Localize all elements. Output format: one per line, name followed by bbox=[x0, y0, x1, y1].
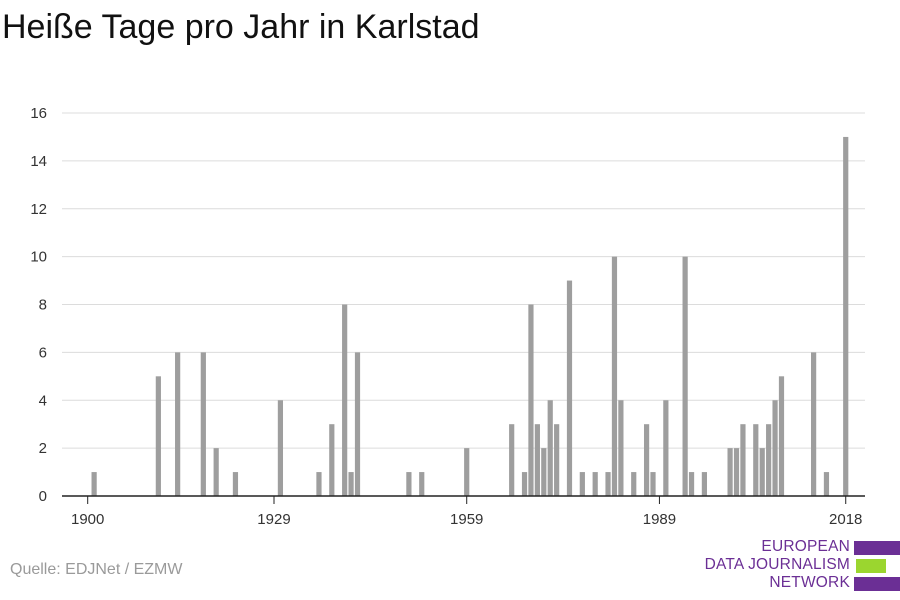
bar bbox=[554, 424, 560, 496]
bar bbox=[348, 472, 354, 496]
x-tick-label: 2018 bbox=[829, 511, 862, 528]
gridlines bbox=[62, 112, 865, 449]
logo-line-1: EUROPEAN bbox=[761, 538, 850, 555]
edjnet-logo: EUROPEAN DATA JOURNALISM NETWORK bbox=[690, 538, 900, 596]
bar bbox=[631, 472, 637, 496]
y-tick-label: 10 bbox=[30, 249, 47, 266]
bar bbox=[200, 352, 206, 496]
bar bbox=[406, 472, 412, 496]
bar bbox=[155, 376, 161, 496]
x-tick-label: 1900 bbox=[71, 511, 104, 528]
bar bbox=[521, 472, 528, 496]
bar bbox=[232, 472, 239, 496]
bar bbox=[663, 400, 669, 496]
bar bbox=[618, 400, 624, 496]
bar bbox=[592, 472, 598, 496]
bar bbox=[682, 256, 688, 496]
bar bbox=[778, 376, 785, 496]
bar bbox=[316, 472, 322, 496]
x-tick-label: 1929 bbox=[257, 511, 290, 528]
bar bbox=[277, 400, 284, 496]
y-tick-label: 8 bbox=[39, 297, 47, 314]
bar bbox=[547, 400, 553, 496]
bar bbox=[566, 280, 573, 496]
bar bbox=[772, 400, 778, 496]
bar bbox=[534, 424, 540, 496]
bar bbox=[733, 448, 740, 496]
bar bbox=[688, 472, 695, 496]
y-tick-label: 12 bbox=[30, 201, 47, 218]
bar bbox=[823, 472, 830, 496]
tick-labels: 0 2 4 6 8 10 12 14 16 1900 1929 1959 1989 2018 bbox=[30, 105, 862, 528]
bar bbox=[811, 352, 817, 496]
bar bbox=[643, 424, 650, 496]
bar bbox=[759, 448, 765, 496]
y-tick-label: 6 bbox=[39, 344, 47, 361]
logo-green-bar bbox=[856, 559, 886, 573]
y-tick-label: 0 bbox=[39, 488, 47, 505]
bar bbox=[528, 304, 534, 496]
y-tick-label: 2 bbox=[39, 440, 47, 457]
bar bbox=[701, 472, 707, 496]
x-tick-label: 1959 bbox=[450, 511, 483, 528]
bar bbox=[342, 304, 348, 496]
y-tick-label: 14 bbox=[30, 153, 47, 170]
bar bbox=[611, 256, 618, 496]
bar bbox=[541, 448, 547, 496]
bar bbox=[329, 424, 335, 496]
bar bbox=[740, 424, 746, 496]
bar bbox=[91, 472, 97, 496]
chart-title: Heiße Tage pro Jahr in Karlstad bbox=[2, 8, 480, 46]
source-note: Quelle: EDJNet / EZMW bbox=[10, 561, 183, 578]
bar bbox=[753, 424, 759, 496]
bar bbox=[213, 448, 219, 496]
bar bbox=[419, 472, 425, 496]
bar bbox=[843, 136, 849, 496]
logo-purple-bar-bottom bbox=[854, 577, 900, 591]
logo-purple-bar-top bbox=[854, 541, 900, 555]
bar bbox=[175, 352, 181, 496]
logo-line-2: DATA JOURNALISM bbox=[704, 556, 850, 573]
y-tick-label: 4 bbox=[39, 392, 47, 409]
axes bbox=[62, 495, 865, 504]
bar bbox=[650, 472, 656, 496]
bar bbox=[509, 424, 515, 496]
bars bbox=[91, 136, 849, 496]
bar bbox=[579, 472, 585, 496]
bar bbox=[605, 472, 611, 496]
logo-text: EUROPEAN DATA JOURNALISM NETWORK bbox=[705, 538, 850, 592]
y-tick-label: 16 bbox=[30, 105, 47, 122]
x-tick-label: 1989 bbox=[643, 511, 676, 528]
bar bbox=[464, 448, 470, 496]
bar bbox=[354, 352, 361, 496]
logo-line-3: NETWORK bbox=[769, 574, 850, 591]
bar bbox=[727, 448, 733, 496]
bar bbox=[766, 424, 772, 496]
